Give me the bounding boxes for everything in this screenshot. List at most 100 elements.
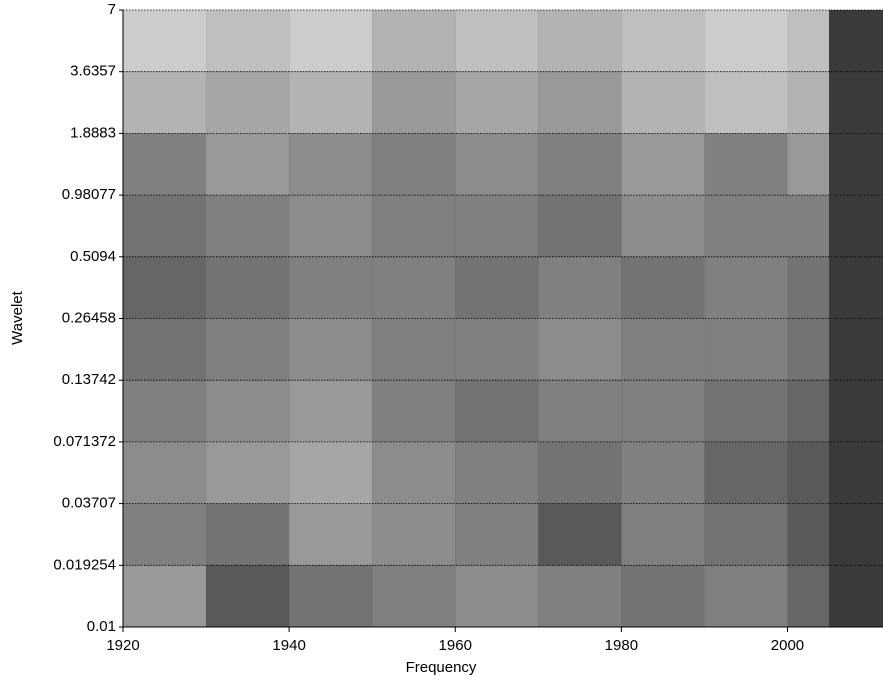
x-tick-label: 2000 (771, 637, 804, 654)
contour-cell (704, 10, 788, 72)
contour-cell (538, 195, 622, 257)
contour-cell (372, 380, 456, 442)
contour-cell (289, 380, 373, 442)
y-tick-label: 7 (108, 1, 116, 18)
contour-cell (704, 380, 788, 442)
contour-cell (455, 565, 539, 627)
contour-cell (787, 10, 830, 72)
y-tick-label: 0.26458 (62, 309, 116, 326)
contour-cell (787, 71, 830, 134)
contour-cell (538, 256, 622, 319)
contour-cell (372, 71, 456, 134)
y-tick-label: 0.019254 (53, 556, 116, 573)
contour-cell (372, 195, 456, 257)
contour-cell (206, 195, 290, 257)
contour-cell (123, 441, 207, 504)
contour-cell (123, 195, 207, 257)
contour-cell (289, 133, 373, 196)
contour-cell (704, 441, 788, 504)
contour-cell (289, 195, 373, 257)
contour-cell (621, 133, 705, 196)
contour-cell (123, 10, 207, 72)
contour-cell (455, 441, 539, 504)
contour-cell (538, 10, 622, 72)
contour-cell (372, 133, 456, 196)
contour-cell (621, 256, 705, 319)
contour-cell (787, 195, 830, 257)
y-tick-label: 0.98077 (62, 186, 116, 203)
y-tick-label: 0.13742 (62, 371, 116, 388)
contour-cell (704, 565, 788, 627)
contour-cell (538, 503, 622, 566)
contour-cell (538, 565, 622, 627)
contour-cell (704, 503, 788, 566)
contour-cell (704, 256, 788, 319)
contour-cell (621, 565, 705, 627)
y-tick-label: 0.03707 (62, 495, 116, 512)
contour-cell (289, 503, 373, 566)
contour-cell (538, 71, 622, 134)
y-tick-label: 3.6357 (70, 63, 116, 80)
contour-cell (538, 441, 622, 504)
contour-cell (787, 503, 830, 566)
contour-cell (289, 256, 373, 319)
contour-cell (372, 503, 456, 566)
contour-cell (372, 256, 456, 319)
x-axis-title: Frequency (406, 659, 477, 676)
contour-cell (123, 133, 207, 196)
x-tick-label: 1920 (106, 637, 139, 654)
contour-cell (372, 565, 456, 627)
contour-cell (372, 318, 456, 381)
contour-cell (206, 380, 290, 442)
contour-cell (787, 380, 830, 442)
contour-cell (538, 318, 622, 381)
contour-cell (704, 133, 788, 196)
contour-cell (621, 441, 705, 504)
y-tick-label: 0.071372 (53, 433, 116, 450)
contour-cell (621, 380, 705, 442)
contour-cell (787, 565, 830, 627)
y-tick-label: 0.01 (87, 618, 116, 635)
contour-cell (455, 133, 539, 196)
contour-cell (455, 380, 539, 442)
contour-cell (123, 565, 207, 627)
contour-cell (123, 71, 207, 134)
x-tick-label: 1960 (439, 637, 472, 654)
contour-cell (621, 195, 705, 257)
contour-cell (787, 441, 830, 504)
contour-cell (455, 10, 539, 72)
contour-cell (372, 441, 456, 504)
contour-cell (704, 195, 788, 257)
contour-cell (538, 133, 622, 196)
contour-cell (206, 318, 290, 381)
contour-cell (206, 565, 290, 627)
contour-cell (787, 318, 830, 381)
x-tick-label: 1940 (272, 637, 305, 654)
contour-cell (123, 318, 207, 381)
x-tick-label: 1980 (605, 637, 638, 654)
contour-cell (206, 503, 290, 566)
contour-cell (289, 318, 373, 381)
contour-cell (289, 10, 373, 72)
contour-cell (123, 380, 207, 442)
contour-cell (455, 256, 539, 319)
y-axis-title: Wavelet (9, 290, 26, 344)
contour-cell (206, 10, 290, 72)
contour-cell (455, 195, 539, 257)
contour-cell (787, 133, 830, 196)
contour-cell (289, 71, 373, 134)
contour-cell (455, 318, 539, 381)
contour-cell (372, 10, 456, 72)
contour-cell (704, 318, 788, 381)
contour-cell (621, 10, 705, 72)
contour-cell (289, 565, 373, 627)
contour-cell (123, 256, 207, 319)
contour-cell (289, 441, 373, 504)
contour-cell (704, 71, 788, 134)
contour-cell (206, 133, 290, 196)
y-tick-label: 0.5094 (70, 248, 116, 265)
contour-cell (455, 71, 539, 134)
contour-cell (621, 318, 705, 381)
contour-cell (787, 256, 830, 319)
